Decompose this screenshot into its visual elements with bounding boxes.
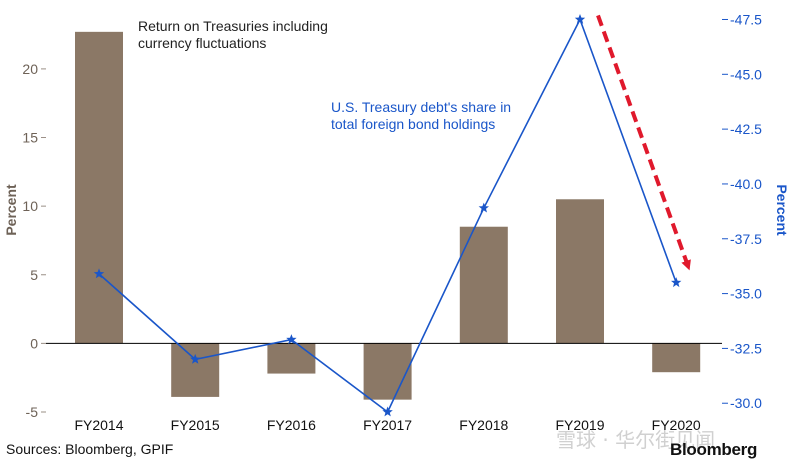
- bar-series: [75, 31, 701, 400]
- bar-series-annotation-line2: currency fluctuations: [138, 35, 266, 51]
- point-fy2016: [286, 334, 297, 345]
- x-tick-label: FY2016: [267, 417, 316, 433]
- x-tick-label: FY2017: [363, 417, 412, 433]
- right-tick-label: -47.5: [730, 11, 762, 27]
- left-tick-label: 5: [30, 267, 38, 283]
- point-fy2020: [671, 277, 682, 288]
- x-tick-label: FY2018: [459, 417, 508, 433]
- point-fy2015: [190, 353, 201, 364]
- bar-fy2020: [652, 343, 701, 373]
- bloomberg-logo: Bloomberg: [670, 440, 758, 459]
- left-tick-label: 20: [22, 61, 38, 77]
- right-tick-label: -40.0: [730, 176, 762, 192]
- x-tick-label: FY2019: [555, 417, 604, 433]
- bar-series-annotation-line1: Return on Treasuries including: [138, 18, 328, 34]
- left-tick-label: 10: [22, 198, 38, 214]
- right-axis: -30.0 -32.5 -35.0 -37.5 -40.0 -42.5 -45.0 -47.5: [722, 11, 762, 411]
- right-tick-label: -30.0: [730, 395, 762, 411]
- x-axis-labels: FY2014 FY2015 FY2016 FY2017 FY2018 FY2019 FY20…: [74, 417, 700, 433]
- right-axis-title: Percent: [774, 184, 790, 236]
- point-fy2014: [93, 268, 105, 279]
- source-note: Sources: Bloomberg, GPIF: [6, 441, 174, 457]
- bar-fy2016: [267, 343, 316, 374]
- left-tick-label: -5: [26, 404, 39, 420]
- bar-fy2015: [171, 343, 220, 397]
- watermark: 雪球 · 华尔街见闻: [556, 428, 716, 452]
- line-series-annotation-line1: U.S. Treasury debt's share in: [331, 99, 511, 115]
- left-axis-title: Percent: [3, 184, 19, 236]
- right-tick-label: -35.0: [730, 286, 762, 302]
- right-tick-label: -42.5: [730, 121, 762, 137]
- left-tick-label: 15: [22, 130, 38, 146]
- x-tick-label: FY2014: [74, 417, 123, 433]
- right-tick-label: -32.5: [730, 340, 762, 356]
- point-fy2018: [478, 202, 489, 213]
- x-tick-label: FY2015: [171, 417, 220, 433]
- decline-arrow: [596, 14, 691, 271]
- point-fy2019: [574, 14, 586, 24]
- bar-fy2017: [363, 343, 412, 400]
- right-tick-label: -37.5: [730, 231, 762, 247]
- x-tick-label: FY2020: [652, 417, 701, 433]
- point-fy2017: [382, 406, 393, 417]
- right-tick-label: -45.0: [730, 66, 762, 82]
- bar-fy2014: [75, 31, 123, 344]
- left-axis: -5 0 5 10 15 20: [22, 61, 46, 420]
- bar-fy2018: [459, 226, 508, 344]
- left-tick-label: 0: [30, 335, 38, 351]
- bar-fy2019: [556, 199, 604, 344]
- line-series-annotation-line2: total foreign bond holdings: [331, 116, 495, 132]
- line-series: [93, 14, 682, 417]
